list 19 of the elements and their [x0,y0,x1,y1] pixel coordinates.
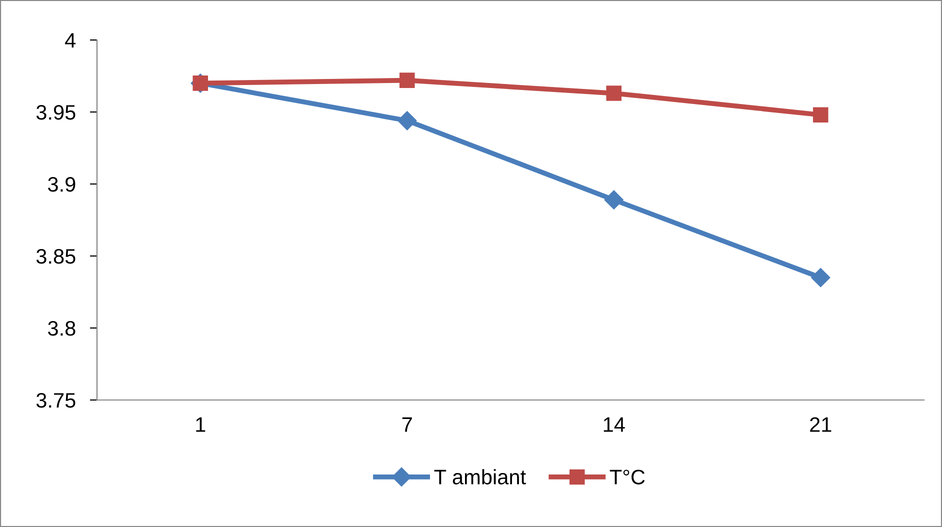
point [606,86,622,101]
point [399,72,415,88]
y-tick-label: 3.85 [36,249,76,264]
y-tick-label: 3.75 [36,393,76,408]
point [398,111,417,130]
x-tick-label: 21 [810,417,832,432]
y-tick-label: 3.9 [48,177,76,192]
y-tick-label: 3.95 [36,105,76,120]
y-tick-label: 3.8 [48,321,76,336]
x-tick-label: 14 [604,417,625,432]
legend-label: T°C [610,470,645,484]
point [604,190,624,210]
legend-label: T ambiant [434,469,526,484]
point [811,268,830,288]
point [192,76,208,91]
y-tick-label: 4 [65,33,76,48]
x-tick-label: 7 [402,417,412,432]
x-tick-label: 1 [196,417,206,432]
point [812,107,828,123]
